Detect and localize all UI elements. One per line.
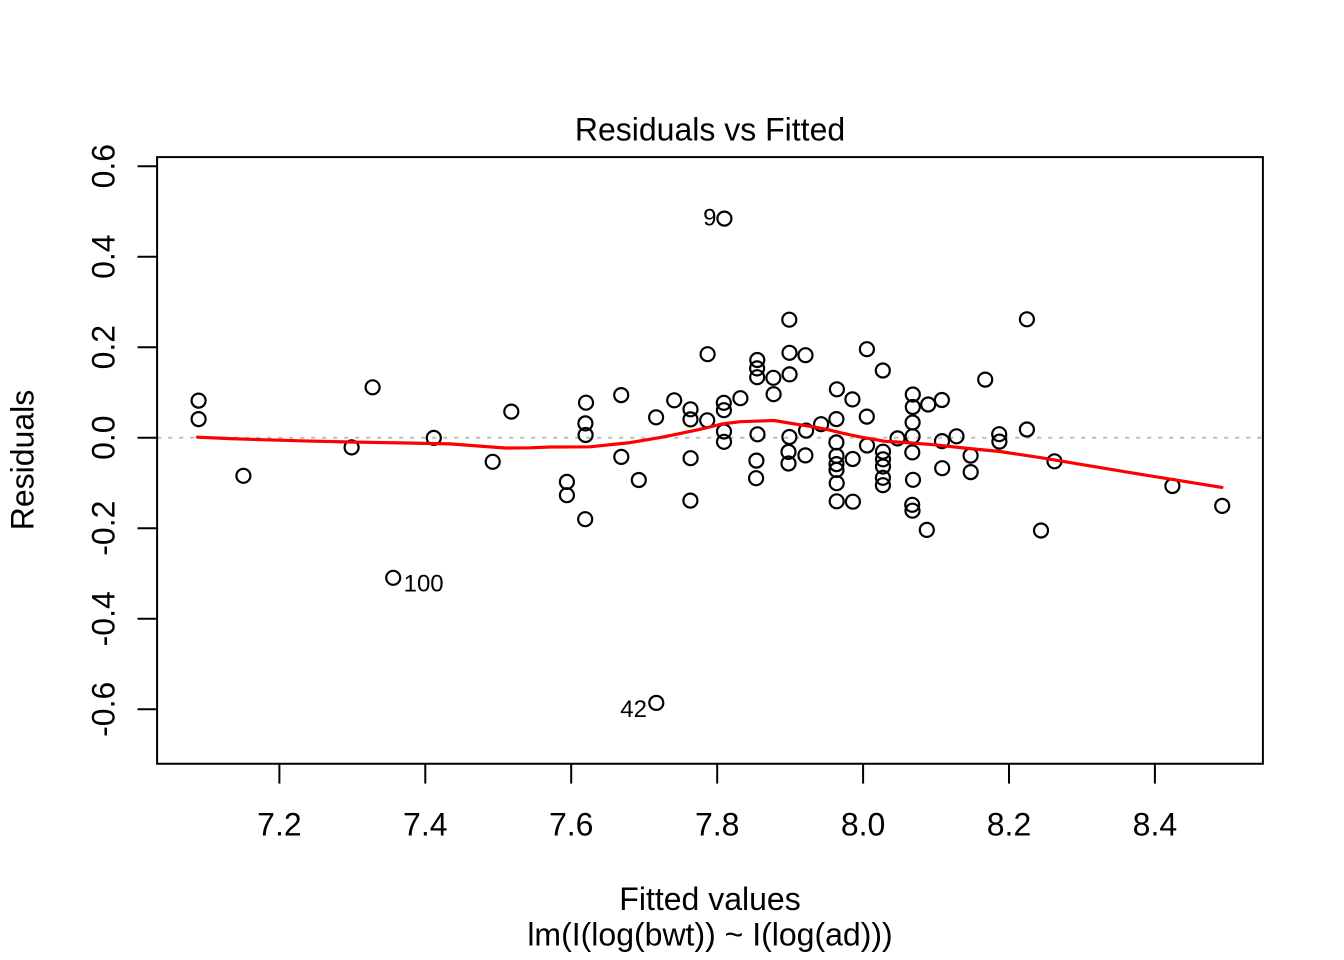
svg-text:42: 42 xyxy=(620,696,647,723)
svg-text:-0.2: -0.2 xyxy=(86,501,122,556)
svg-text:8.4: 8.4 xyxy=(1133,807,1177,843)
svg-text:0.2: 0.2 xyxy=(86,325,122,369)
svg-text:Residuals vs Fitted: Residuals vs Fitted xyxy=(575,112,845,148)
svg-text:Fitted values: Fitted values xyxy=(619,881,800,917)
svg-text:0.6: 0.6 xyxy=(86,144,122,188)
svg-text:Residuals: Residuals xyxy=(5,390,41,531)
svg-text:-0.4: -0.4 xyxy=(86,591,122,646)
svg-text:7.2: 7.2 xyxy=(257,807,301,843)
svg-text:0.4: 0.4 xyxy=(86,234,122,278)
svg-text:7.4: 7.4 xyxy=(403,807,447,843)
svg-text:8.2: 8.2 xyxy=(987,807,1031,843)
svg-text:-0.6: -0.6 xyxy=(86,682,122,737)
svg-text:0.0: 0.0 xyxy=(86,415,122,459)
svg-text:7.6: 7.6 xyxy=(549,807,593,843)
svg-text:9: 9 xyxy=(703,205,716,232)
svg-text:100: 100 xyxy=(404,571,444,598)
svg-text:8.0: 8.0 xyxy=(841,807,885,843)
svg-text:7.8: 7.8 xyxy=(695,807,739,843)
svg-text:lm(I(log(bwt)) ~ I(log(ad))): lm(I(log(bwt)) ~ I(log(ad))) xyxy=(527,917,892,953)
